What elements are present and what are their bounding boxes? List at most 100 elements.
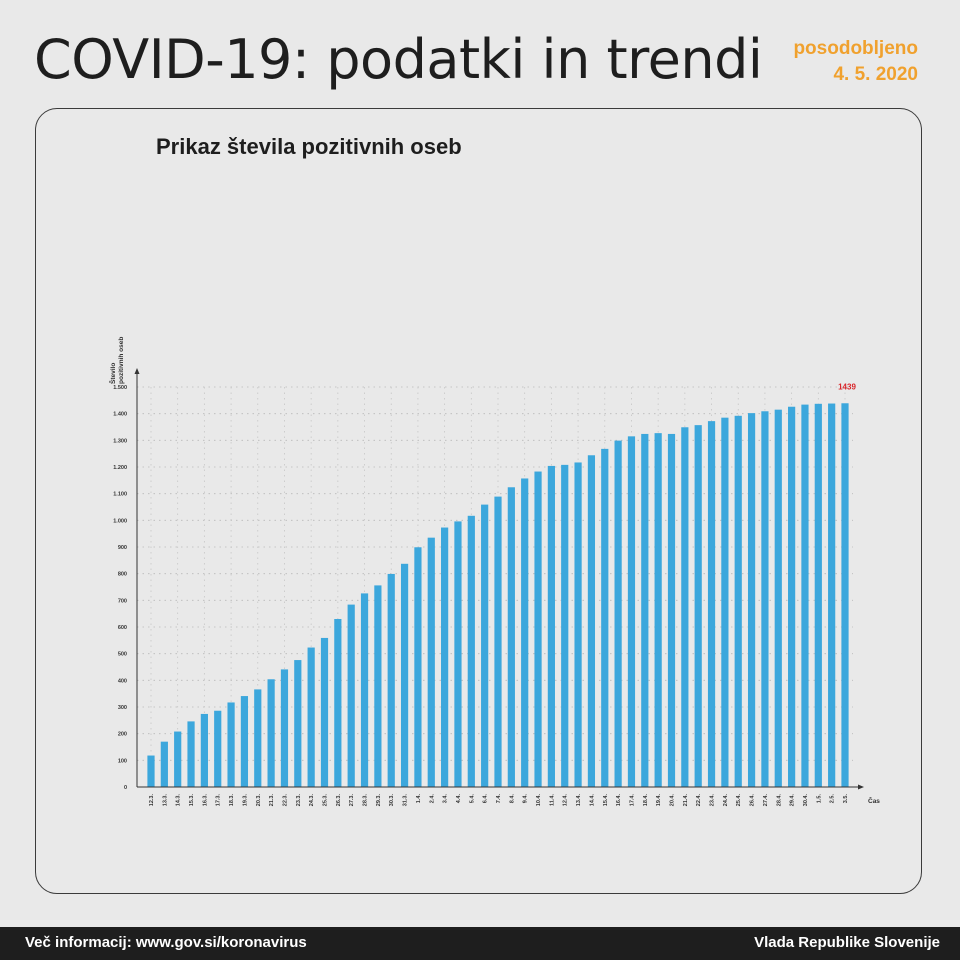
x-tick-label: 27.3. [349,794,355,807]
bar [360,593,369,787]
bar [494,496,502,787]
x-tick-label: 23.4. [710,794,716,807]
x-tick-label: 17.4. [629,794,635,807]
x-tick-label: 11.4. [549,794,555,806]
y-tick-label: 500 [118,652,127,658]
x-tick-label: 2.4. [429,794,435,804]
bar [561,464,569,787]
bar [814,403,822,787]
y-axis-title-line2: pozitivnih oseb [118,337,125,384]
y-tick-label: 1.000 [113,518,127,524]
x-tick-label: 12.3. [149,794,155,807]
x-tick-label: 1.4. [416,794,422,804]
x-tick-label: 5.4. [469,794,475,804]
x-tick-label: 6.4. [483,794,489,804]
bar [347,604,355,787]
x-tick-label: 29.3. [376,794,382,807]
bar [721,417,729,787]
x-tick-label: 14.3. [176,794,182,807]
bar [200,713,208,787]
x-tick-label: 15.4. [603,794,609,807]
bar [214,710,222,787]
x-tick-label: 31.3. [403,794,409,807]
y-tick-label: 900 [118,545,127,551]
chart-title: Prikaz števila pozitivnih oseb [156,134,462,159]
bar [654,433,662,787]
x-tick-label: 19.3. [242,794,248,807]
x-tick-label: 13.4. [576,794,582,807]
bar [454,521,462,787]
bar [801,404,809,787]
page-title: COVID-19: podatki in trendi [34,28,763,91]
bar [414,547,422,787]
bar [294,660,302,787]
x-tick-label: 28.3. [363,794,369,807]
bar [521,478,529,787]
footer-info-link[interactable]: Več informacij: www.gov.si/koronavirus [25,934,307,951]
x-tick-label: 25.4. [736,794,742,807]
x-tick-label: 22.4. [696,794,702,807]
bar [547,465,555,787]
bar [601,448,609,787]
bar [774,409,782,787]
x-tick-label: 30.4. [803,794,809,807]
bar [441,527,449,787]
bar [734,415,742,787]
bar [534,471,542,787]
x-tick-label: 25.3. [323,794,329,807]
x-axis-title: Čas [868,796,880,805]
x-tick-label: 2.5. [830,794,836,804]
bar [174,731,182,787]
bar [334,619,342,787]
x-tick-label: 8.4. [509,794,515,804]
bar [387,573,395,787]
bar [227,702,235,787]
y-tick-label: 400 [118,678,127,684]
y-tick-label: 100 [118,758,127,764]
y-tick-label: 1.100 [113,492,127,498]
y-tick-label: 800 [118,572,127,578]
bar [507,487,515,787]
footer-bar: Več informacij: www.gov.si/koronavirus V… [0,927,960,960]
bar [267,679,275,787]
x-tick-label: 19.4. [656,794,662,807]
bar [707,421,716,787]
bar [828,403,836,787]
bar [667,433,676,787]
bar [761,411,769,787]
bar [627,436,636,787]
bar [641,433,649,787]
y-tick-label: 600 [118,625,127,631]
bar [467,515,475,787]
y-tick-label: 1.500 [113,385,127,391]
x-tick-label: 24.3. [309,794,315,807]
x-tick-label: 3.4. [443,794,449,804]
x-tick-label: 27.4. [763,794,769,807]
y-axis-title-line1: Število [108,363,117,384]
y-tick-label: 1.200 [113,465,127,471]
x-tick-label: 3.5. [843,794,849,804]
y-tick-label: 0 [124,785,127,791]
bar [240,696,249,787]
x-tick-label: 13.3. [162,794,168,807]
footer-organization: Vlada Republike Slovenije [754,934,940,951]
x-tick-label: 22.3. [282,794,288,807]
bar [147,755,155,787]
x-tick-label: 16.3. [202,794,208,807]
bar [574,462,582,787]
bar [320,637,329,787]
data-label-last: 1439 [838,382,856,391]
x-tick-label: 28.4. [776,794,782,807]
bar [681,427,689,787]
bar [788,406,796,787]
y-tick-label: 700 [118,598,127,604]
bar [160,741,168,787]
bar [694,425,702,787]
x-tick-label: 15.3. [189,794,195,807]
x-tick-label: 14.4. [589,794,595,807]
x-tick-label: 1.5. [816,794,822,804]
updated-label: posodobljeno [793,38,918,59]
updated-date: 4. 5. 2020 [833,64,918,85]
x-tick-label: 23.3. [296,794,302,807]
